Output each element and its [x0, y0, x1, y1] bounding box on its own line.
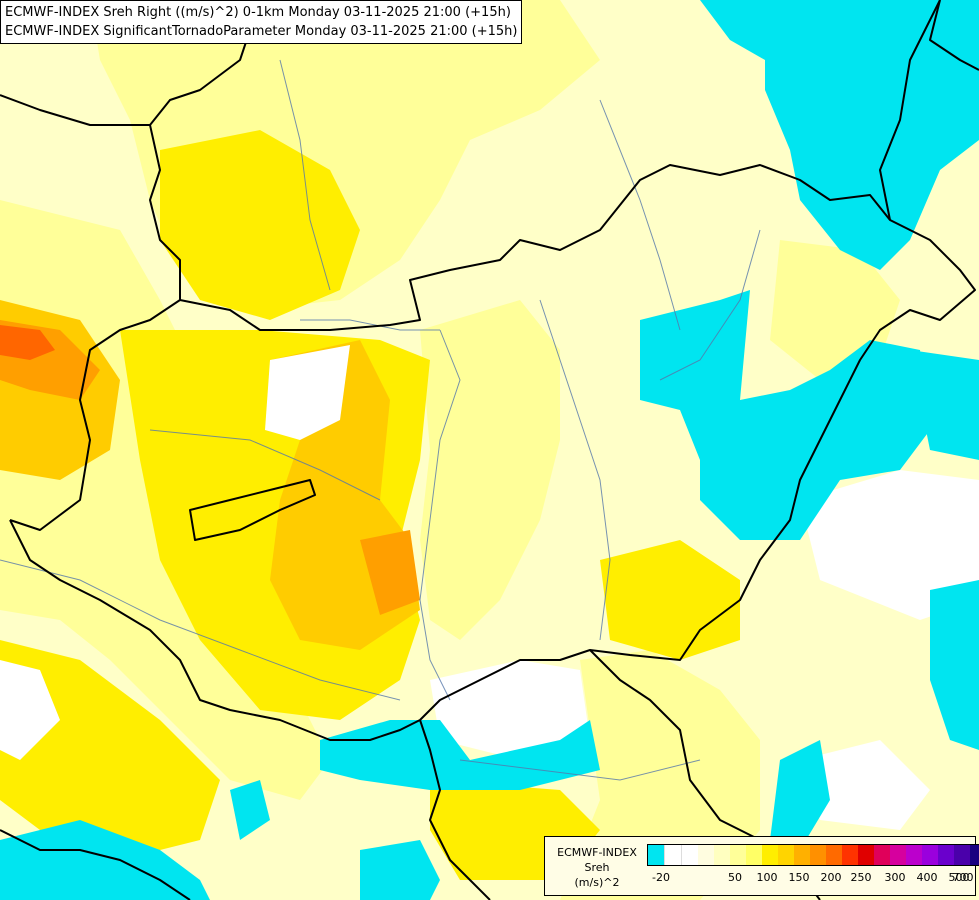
map-title-line1: ECMWF-INDEX Sreh Right ((m/s)^2) 0-1km M…: [5, 5, 511, 20]
legend-swatch: [874, 845, 890, 865]
legend-tick-label: 500: [948, 871, 970, 884]
legend-tick-label: 200: [820, 871, 842, 884]
legend-swatch: [698, 845, 714, 865]
legend-tick-label: 400: [916, 871, 938, 884]
field-white-southwest: [0, 660, 60, 760]
border: [879, 0, 941, 221]
field-yellow-southeast: [600, 540, 740, 660]
river: [149, 429, 381, 501]
legend-title: ECMWF-INDEX Sreh (m/s)^2: [549, 845, 645, 890]
legend-swatch: [794, 845, 810, 865]
color-legend: ECMWF-INDEX Sreh (m/s)^2 -20 50 100 150 200 2…: [544, 836, 979, 896]
legend-tick-label: 100: [756, 871, 778, 884]
legend-tick-label: 50: [728, 871, 742, 884]
legend-swatch: [714, 845, 730, 865]
legend-ticks: -20 50 100 150 200 250 300 400 500 700: [647, 871, 973, 887]
river: [459, 759, 701, 781]
map-title-line2: ECMWF-INDEX SignificantTornadoParameter …: [5, 24, 518, 39]
border: [419, 719, 491, 900]
legend-swatch: [826, 845, 842, 865]
field-white-southeast: [800, 740, 930, 830]
field-yellow-southwest: [0, 640, 220, 860]
legend-swatch: [906, 845, 922, 865]
river: [659, 229, 761, 381]
river: [539, 299, 611, 641]
river: [0, 559, 401, 701]
border: [189, 479, 316, 541]
legend-swatch: [858, 845, 874, 865]
legend-title-line2: Sreh: [584, 861, 610, 874]
field-orange-center: [360, 530, 420, 615]
legend-swatch: [970, 845, 979, 865]
legend-swatches: [647, 844, 979, 866]
field-yellow-north: [160, 130, 360, 320]
legend-swatch: [938, 845, 954, 865]
legend-swatch: [664, 845, 681, 865]
legend-swatch: [778, 845, 794, 865]
legend-tick-label: 700: [952, 871, 974, 884]
field-cyan-corner: [230, 780, 270, 840]
field-cyan-south: [320, 720, 600, 790]
map-title-box: ECMWF-INDEX Sreh Right ((m/s)^2) 0-1km M…: [0, 0, 523, 44]
field-cyan-northeast-tail: [700, 0, 765, 60]
border: [0, 829, 191, 900]
legend-swatch: [810, 845, 826, 865]
field-cyan-bottom: [360, 840, 440, 900]
field-light-yellow-center: [420, 300, 560, 640]
border: [9, 124, 976, 741]
legend-swatch: [730, 845, 746, 865]
field-cyan-southwest: [0, 820, 210, 900]
legend-swatch: [954, 845, 970, 865]
field-deep-orange-west: [0, 325, 55, 360]
legend-title-line1: ECMWF-INDEX: [557, 846, 637, 859]
legend-title-line3: (m/s)^2: [574, 876, 620, 889]
legend-tick-label: 150: [788, 871, 810, 884]
legend-swatch: [762, 845, 778, 865]
legend-swatch: [746, 845, 762, 865]
legend-swatch: [648, 845, 664, 865]
field-cyan-east: [640, 290, 930, 540]
legend-swatch: [681, 845, 698, 865]
legend-swatch: [922, 845, 938, 865]
legend-tick-label: -20: [652, 871, 670, 884]
legend-swatch: [890, 845, 906, 865]
border: [929, 0, 979, 71]
river: [300, 319, 440, 331]
legend-tick-label: 250: [850, 871, 872, 884]
rivers: [0, 59, 761, 781]
field-white-center: [265, 345, 350, 440]
field-cyan-southeast: [770, 740, 830, 850]
field-cyan-far-east: [930, 580, 979, 750]
border: [9, 299, 181, 531]
river: [599, 99, 681, 331]
river: [419, 329, 461, 701]
field-cyan-northeast: [765, 0, 979, 270]
legend-tick-label: 300: [884, 871, 906, 884]
river: [279, 59, 331, 291]
field-white-east: [800, 470, 979, 620]
field-cyan-east-strip: [910, 350, 979, 460]
legend-swatch: [842, 845, 858, 865]
